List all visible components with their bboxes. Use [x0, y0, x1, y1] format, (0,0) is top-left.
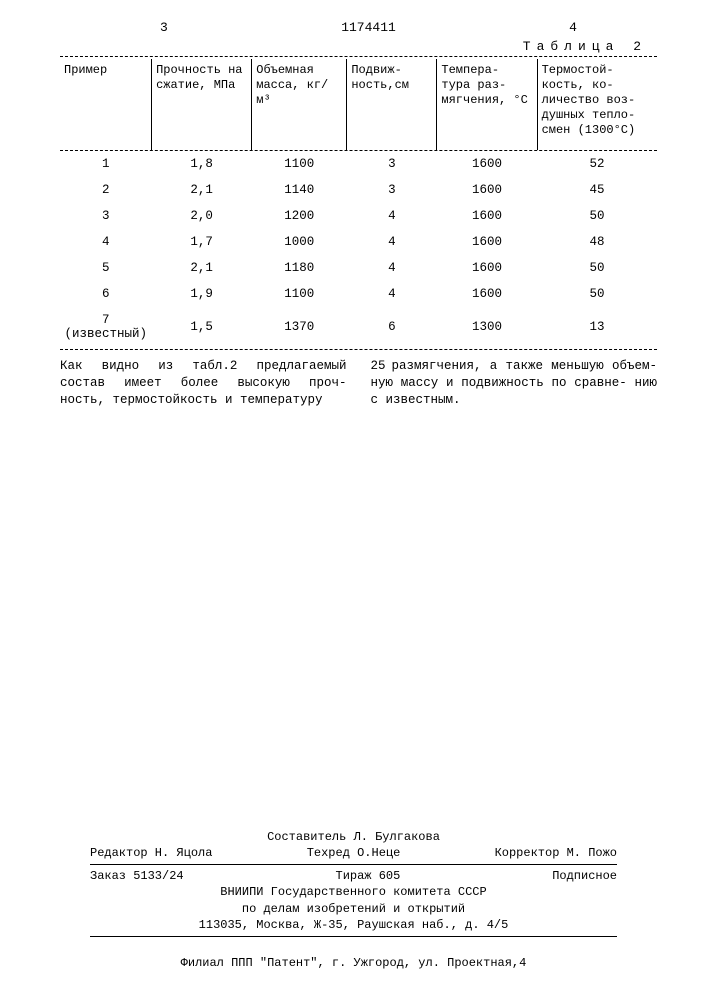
table-cell: 1600: [437, 151, 537, 177]
table-cell: 1,7: [152, 229, 252, 255]
table-cell: 5: [60, 255, 152, 281]
footer-rule-2: [90, 936, 617, 937]
table-cell: 1370: [252, 307, 347, 347]
page-right-number: 4: [569, 20, 577, 35]
col-header: Объемная масса, кг/м³: [252, 59, 347, 150]
table-cell: 4: [347, 229, 437, 255]
col-header: Пример: [60, 59, 152, 150]
table-cell: 50: [537, 203, 657, 229]
table-row: 61,911004160050: [60, 281, 657, 307]
patent-number: 1174411: [341, 20, 396, 35]
footer-subscription: Подписное: [552, 868, 617, 884]
table-row: 52,111804160050: [60, 255, 657, 281]
table-cell: 1,8: [152, 151, 252, 177]
table-cell: 3: [347, 151, 437, 177]
table-row: 7 (известный)1,513706130013: [60, 307, 657, 347]
body-right-column: 25размягчения, а также меньшую объем- ну…: [371, 358, 658, 409]
table-top-rule: [60, 56, 657, 57]
table-cell: 1600: [437, 255, 537, 281]
table-cell: 2,0: [152, 203, 252, 229]
table-cell: 1,5: [152, 307, 252, 347]
table-cell: 1,9: [152, 281, 252, 307]
footer-org1: ВНИИПИ Государственного комитета СССР: [90, 884, 617, 900]
table-cell: 7 (известный): [60, 307, 152, 347]
data-table: Пример Прочность на сжатие, МПа Объемная…: [60, 59, 657, 347]
footer-corrector: Корректор М. Пожо: [495, 845, 617, 861]
line-number: 25: [371, 359, 386, 373]
table-cell: 50: [537, 255, 657, 281]
table-cell: 1300: [437, 307, 537, 347]
table-cell: 52: [537, 151, 657, 177]
footer-compiler: Составитель Л. Булгакова: [90, 829, 617, 845]
col-header: Термостой- кость, ко- личество воз- душн…: [537, 59, 657, 150]
table-cell: 2: [60, 177, 152, 203]
table-cell: 48: [537, 229, 657, 255]
footer-address: 113035, Москва, Ж-35, Раушская наб., д. …: [90, 917, 617, 933]
table-cell: 4: [347, 255, 437, 281]
table-cell: 1200: [252, 203, 347, 229]
footer-block: Составитель Л. Булгакова Редактор Н. Яцо…: [90, 829, 617, 940]
table-header-row: Пример Прочность на сжатие, МПа Объемная…: [60, 59, 657, 150]
table-cell: 2,1: [152, 177, 252, 203]
footer-tech: Техред О.Неце: [307, 845, 401, 861]
table-cell: 1180: [252, 255, 347, 281]
page-header: 3 1174411 4: [60, 20, 657, 35]
footer-order: Заказ 5133/24: [90, 868, 184, 884]
table-row: 32,012004160050: [60, 203, 657, 229]
table-cell: 45: [537, 177, 657, 203]
table-row: 41,710004160048: [60, 229, 657, 255]
footer-tirazh: Тираж 605: [336, 868, 401, 884]
table-cell: 2,1: [152, 255, 252, 281]
footer-rule: [90, 864, 617, 865]
table-cell: 3: [347, 177, 437, 203]
table-cell: 1100: [252, 281, 347, 307]
col-header: Темпера- тура раз- мягчения, °С: [437, 59, 537, 150]
table-caption: Таблица 2: [60, 39, 657, 54]
col-header: Подвиж- ность,см: [347, 59, 437, 150]
table-cell: 6: [60, 281, 152, 307]
table-cell: 1100: [252, 151, 347, 177]
table-cell: 4: [60, 229, 152, 255]
table-bottom-rule: [60, 349, 657, 350]
table-cell: 13: [537, 307, 657, 347]
table-cell: 6: [347, 307, 437, 347]
body-left-column: Как видно из табл.2 предлагаемый состав …: [60, 358, 347, 409]
table-row: 22,111403160045: [60, 177, 657, 203]
body-right-text: размягчения, а также меньшую объем- ную …: [371, 359, 658, 407]
body-left-text: Как видно из табл.2 предлагаемый состав …: [60, 359, 347, 407]
table-cell: 1140: [252, 177, 347, 203]
table-cell: 1: [60, 151, 152, 177]
table-cell: 1600: [437, 203, 537, 229]
table-cell: 1600: [437, 229, 537, 255]
table-cell: 4: [347, 203, 437, 229]
page-left-number: 3: [160, 20, 168, 35]
table-row: 11,811003160052: [60, 151, 657, 177]
body-text: Как видно из табл.2 предлагаемый состав …: [60, 358, 657, 409]
footer-branch: Филиал ППП "Патент", г. Ужгород, ул. Про…: [90, 956, 617, 970]
table-cell: 4: [347, 281, 437, 307]
table-cell: 1000: [252, 229, 347, 255]
footer-org2: по делам изобретений и открытий: [90, 901, 617, 917]
table-cell: 1600: [437, 177, 537, 203]
col-header: Прочность на сжатие, МПа: [152, 59, 252, 150]
footer-editor: Редактор Н. Яцола: [90, 845, 212, 861]
table-cell: 1600: [437, 281, 537, 307]
table-cell: 3: [60, 203, 152, 229]
table-cell: 50: [537, 281, 657, 307]
